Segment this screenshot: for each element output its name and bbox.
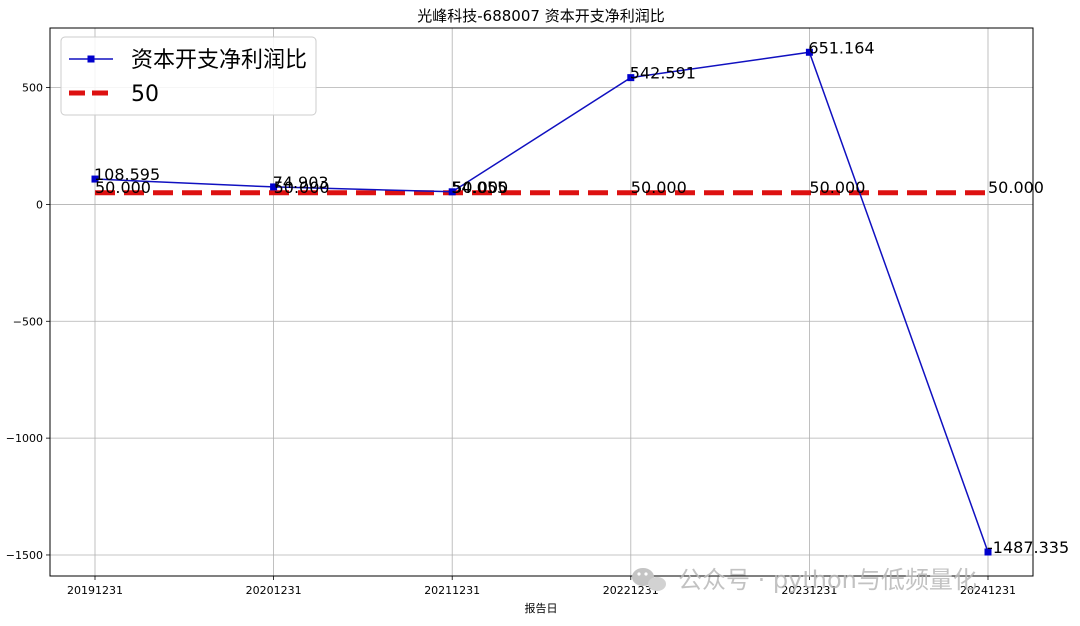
data-point-marker [91, 175, 99, 183]
data-label-capex-ratio: 54.055 [451, 178, 507, 197]
y-tick-label: 0 [36, 198, 43, 211]
data-labels: 108.595 74.903 54.055 542.591 651.164 -1487.3… [94, 38, 1069, 557]
chart-title: 光峰科技-688007 资本开支净利润比 [417, 7, 664, 25]
legend-marker-capex-ratio [87, 55, 95, 63]
y-tick-label: −1500 [6, 549, 43, 562]
y-tick-label: −500 [13, 315, 43, 328]
watermark: 公众号 · python与低频量化 [632, 566, 977, 594]
x-tick-label: 20241231 [960, 584, 1016, 597]
data-point-marker [270, 183, 278, 191]
x-tick-label: 20221231 [603, 584, 659, 597]
x-tick-label: 20231231 [781, 584, 837, 597]
legend-label-50: 50 [131, 82, 159, 107]
data-point-marker [805, 48, 813, 56]
data-point-marker [448, 188, 456, 196]
axes: 20191231 20201231 20211231 20221231 20231231… [6, 27, 1034, 597]
data-point-marker [627, 74, 635, 82]
watermark-text: 公众号 · python与低频量化 [678, 566, 977, 594]
data-label-50: 50.000 [95, 178, 151, 197]
legend-label-capex-ratio: 资本开支净利润比 [131, 48, 307, 73]
data-label-50: 50.000 [809, 178, 865, 197]
data-label-capex-ratio: -1487.335 [987, 538, 1069, 557]
data-label-capex-ratio: 108.595 [94, 165, 160, 184]
data-label-50: 50.000 [274, 178, 330, 197]
data-label-capex-ratio: 651.164 [808, 38, 874, 57]
data-point-marker [984, 548, 992, 556]
x-tick-label: 20191231 [67, 584, 123, 597]
x-tick-label: 20201231 [246, 584, 302, 597]
y-tick-label: −1000 [6, 432, 43, 445]
series-line-capex-ratio [94, 51, 989, 553]
x-tick-label: 20211231 [424, 584, 480, 597]
series-layer [91, 48, 992, 556]
wechat-icon [632, 568, 666, 591]
legend-box [60, 36, 317, 116]
data-label-50: 50.000 [452, 178, 508, 197]
data-label-50: 50.000 [988, 178, 1044, 197]
x-axis-label: 报告日 [525, 601, 558, 615]
data-label-capex-ratio: 74.903 [273, 173, 329, 192]
y-tick-label: 500 [22, 82, 43, 95]
data-label-capex-ratio: 542.591 [630, 64, 696, 83]
legend: 资本开支净利润比 50 [60, 36, 317, 116]
data-label-50: 50.000 [631, 178, 687, 197]
plot-frame [49, 27, 1034, 577]
